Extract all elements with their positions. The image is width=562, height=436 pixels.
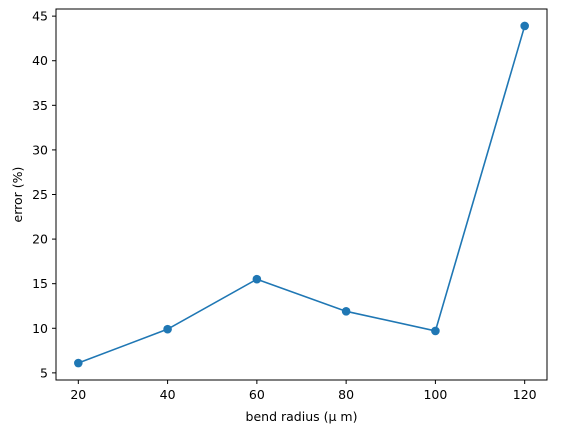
x-tick-label: 60 (249, 387, 265, 402)
data-point (431, 326, 440, 336)
plot-frame (55, 8, 548, 381)
y-axis-label: error (%) (10, 167, 25, 223)
series-line (78, 25, 526, 364)
y-tick-label: 20 (32, 232, 48, 247)
y-tick-label: 15 (32, 276, 48, 291)
x-tick-label: 100 (423, 387, 447, 402)
x-tick-label: 40 (160, 387, 176, 402)
x-tick-label: 20 (70, 387, 86, 402)
data-point (74, 358, 83, 368)
y-tick-label: 10 (32, 321, 48, 336)
data-point (520, 21, 529, 31)
y-tick-label: 45 (32, 9, 48, 24)
plot-area (74, 21, 529, 368)
data-point (163, 324, 172, 334)
data-point (341, 307, 351, 316)
y-tick-label: 25 (32, 187, 48, 202)
y-tick-label: 35 (32, 98, 48, 113)
x-axis-label: bend radius (μ m) (246, 409, 358, 424)
data-point (252, 274, 262, 284)
data-points (74, 21, 529, 368)
y-tick-label: 30 (32, 142, 48, 157)
y-axis-ticks: 5 10 15 20 25 30 35 40 45 (32, 9, 56, 380)
y-tick-label: 40 (32, 53, 48, 68)
x-tick-label: 80 (338, 387, 354, 402)
x-axis-ticks: 20 40 60 80 100 120 (70, 380, 537, 402)
y-tick-label: 5 (40, 365, 48, 380)
x-tick-label: 120 (513, 387, 537, 402)
